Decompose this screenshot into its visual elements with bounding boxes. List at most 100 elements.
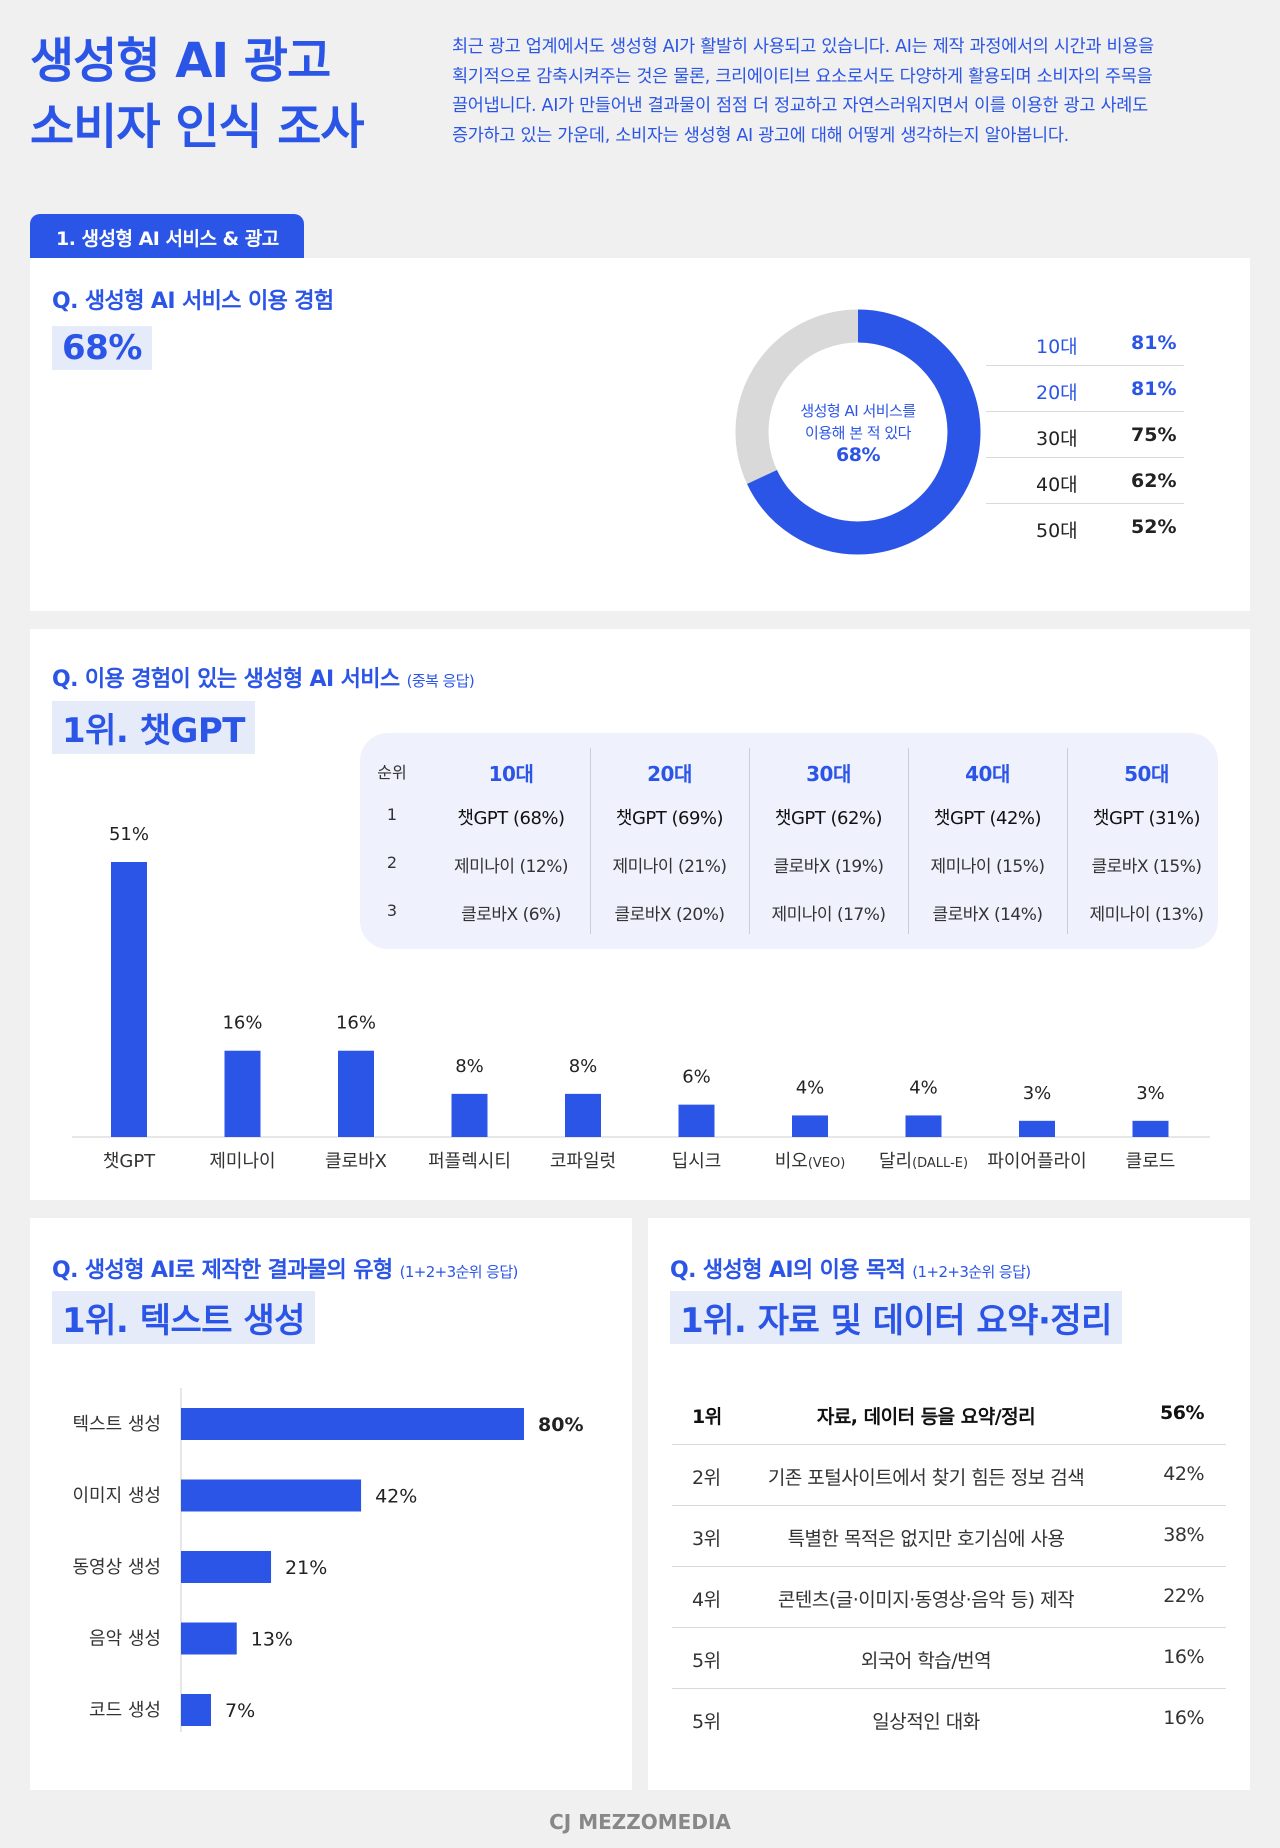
- bar: [181, 1622, 237, 1655]
- purpose-row: 5위 외국어 학습/번역 16%: [672, 1628, 1226, 1689]
- age-value: 81%: [1131, 378, 1177, 400]
- purpose-text: 콘텐츠(글·이미지·동영상·음악 등) 제작: [777, 1589, 1075, 1611]
- rank-cell: 챗GPT (31%): [1092, 808, 1201, 829]
- age-value: 52%: [1131, 516, 1177, 538]
- purpose-text: 기존 포털사이트에서 찾기 힘든 정보 검색: [767, 1467, 1085, 1489]
- category-label: 제미나이: [209, 1151, 275, 1172]
- category-label: 딥시크: [672, 1151, 722, 1172]
- bar: [905, 1115, 942, 1137]
- age-row-30s: 30대 75%: [986, 412, 1184, 458]
- purpose-rank: 2위: [692, 1467, 721, 1489]
- age-value: 81%: [1131, 332, 1177, 354]
- purpose-pct: 56%: [1160, 1402, 1204, 1424]
- category-label: 클로바X: [325, 1151, 387, 1172]
- age-row-20s: 20대 81%: [986, 366, 1184, 412]
- rank-column-10s: 10대 챗GPT (68%) 제미나이 (12%) 클로바X (6%): [432, 748, 590, 934]
- value-label: 51%: [109, 824, 149, 845]
- purpose-row: 5위 일상적인 대화 16%: [672, 1689, 1226, 1750]
- purpose-rank: 3위: [692, 1528, 721, 1550]
- purpose-rank: 5위: [692, 1711, 721, 1733]
- purpose-rank: 5위: [692, 1650, 721, 1672]
- value-label: 6%: [682, 1067, 711, 1088]
- value-label: 3%: [1136, 1083, 1165, 1104]
- value-label: 21%: [285, 1557, 327, 1579]
- types-bar-chart: 텍스트 생성 80% 이미지 생성 42% 동영상 생성 21% 음악 생성 13% 코드 생성…: [72, 1388, 583, 1732]
- rank-column-header: 20대: [647, 762, 692, 786]
- rank-cell: 챗GPT (68%): [457, 808, 565, 829]
- purpose-row: 1위 자료, 데이터 등을 요약/정리 56%: [672, 1384, 1226, 1445]
- category-label: 파이어플라이: [987, 1151, 1086, 1172]
- purpose-pct: 16%: [1163, 1707, 1204, 1729]
- purpose-question-text: Q. 생성형 AI의 이용 목적: [670, 1258, 906, 1283]
- age-label: 30대: [1036, 428, 1078, 450]
- services-question: Q. 이용 경험이 있는 생성형 AI 서비스 (중복 응답): [52, 661, 475, 693]
- value-label: 16%: [222, 1013, 262, 1034]
- category-label: 음악 생성: [89, 1629, 161, 1650]
- purpose-pct: 38%: [1163, 1524, 1204, 1546]
- age-value: 62%: [1131, 470, 1177, 492]
- purpose-text: 일상적인 대화: [872, 1711, 980, 1733]
- value-label: 16%: [336, 1013, 376, 1034]
- age-row-50s: 50대 52%: [986, 504, 1184, 550]
- services-highlight: 1위. 챗GPT: [52, 701, 255, 754]
- rank-column-header: 10대: [488, 762, 534, 786]
- category-label: 클로드: [1126, 1151, 1176, 1172]
- purpose-text: 외국어 학습/번역: [860, 1650, 992, 1672]
- types-question-note: (1+2+3순위 응답): [399, 1263, 519, 1281]
- rank-column-header: 30대: [806, 762, 851, 786]
- category-note: (VEO): [808, 1156, 845, 1171]
- intro-line: 끌어냅니다. AI가 만들어낸 결과물이 점점 더 정교하고 자연스러워지면서 …: [452, 96, 1148, 116]
- bar: [181, 1551, 272, 1583]
- purpose-question: Q. 생성형 AI의 이용 목적 (1+2+3순위 응답): [670, 1252, 1031, 1284]
- purpose-row: 2위 기존 포털사이트에서 찾기 힘든 정보 검색 42%: [672, 1445, 1226, 1506]
- rank-column-header: 40대: [965, 762, 1010, 786]
- category-label: 텍스트 생성: [72, 1414, 161, 1435]
- age-value: 75%: [1131, 424, 1177, 446]
- rank-cell: 클로바X (15%): [1091, 857, 1202, 877]
- rank-column-50s: 50대 챗GPT (31%) 클로바X (15%) 제미나이 (13%): [1067, 748, 1225, 934]
- bar: [224, 1050, 261, 1137]
- bar: [565, 1093, 601, 1137]
- rank-cell: 챗GPT (62%): [774, 808, 883, 829]
- rank-cell: 제미나이 (12%): [453, 857, 569, 877]
- experience-highlight: 68%: [52, 326, 152, 370]
- value-label: 3%: [1023, 1083, 1052, 1104]
- services-question-note: (중복 응답): [406, 672, 475, 690]
- purpose-pct: 22%: [1163, 1585, 1204, 1607]
- bar: [678, 1104, 715, 1137]
- value-label: 4%: [909, 1077, 938, 1098]
- bar: [1132, 1120, 1169, 1137]
- category-label: 달리(DALL-E): [879, 1151, 968, 1172]
- page-title: 생성형 AI 광고 소비자 인식 조사: [30, 28, 365, 160]
- experience-donut-chart: [735, 309, 981, 555]
- age-label: 40대: [1036, 474, 1078, 496]
- age-label: 10대: [1036, 336, 1078, 358]
- rank-column-30s: 30대 챗GPT (62%) 클로바X (19%) 제미나이 (17%): [749, 748, 907, 934]
- services-question-text: Q. 이용 경험이 있는 생성형 AI 서비스: [52, 667, 400, 692]
- age-row-40s: 40대 62%: [986, 458, 1184, 504]
- bar: [181, 1694, 212, 1726]
- purpose-row: 4위 콘텐츠(글·이미지·동영상·음악 등) 제작 22%: [672, 1567, 1226, 1628]
- rank-header: 순위: [377, 763, 407, 782]
- age-rank-table: 순위 1 2 3 10대 챗GPT (68%) 제미나이 (12%) 클로바X …: [360, 733, 1218, 949]
- age-label: 50대: [1036, 520, 1078, 542]
- rank-cell: 제미나이 (15%): [930, 857, 1045, 877]
- purpose-question-note: (1+2+3순위 응답): [912, 1263, 1031, 1281]
- value-label: 8%: [569, 1056, 598, 1077]
- purpose-pct: 16%: [1163, 1646, 1204, 1668]
- services-bar-chart: 51% 챗GPT 16% 제미나이 16% 클로바X 8% 퍼플렉시티 8% 코파일럿 6% 딥시크 4…: [72, 824, 1210, 1172]
- page-title-line1: 생성형 AI 광고: [30, 33, 331, 89]
- value-label: 4%: [796, 1077, 825, 1098]
- intro-line: 획기적으로 감축시켜주는 것은 물론, 크리에이티브 요소로서도 다양하게 활용…: [452, 66, 1153, 87]
- experience-panel: [30, 258, 1250, 611]
- rank-cell: 클로바X (14%): [932, 905, 1043, 925]
- category-note: (DALL-E): [912, 1156, 968, 1171]
- category-label: 코파일럿: [550, 1151, 616, 1172]
- category-label: 동영상 생성: [72, 1557, 161, 1578]
- rank-cell: 제미나이 (13%): [1089, 905, 1204, 925]
- rank-number: 3: [386, 901, 398, 920]
- category-label: 챗GPT: [103, 1151, 156, 1172]
- rank-column-40s: 40대 챗GPT (42%) 제미나이 (15%) 클로바X (14%): [908, 748, 1066, 934]
- bar: [1019, 1120, 1055, 1137]
- purpose-text: 특별한 목적은 없지만 호기심에 사용: [787, 1528, 1065, 1550]
